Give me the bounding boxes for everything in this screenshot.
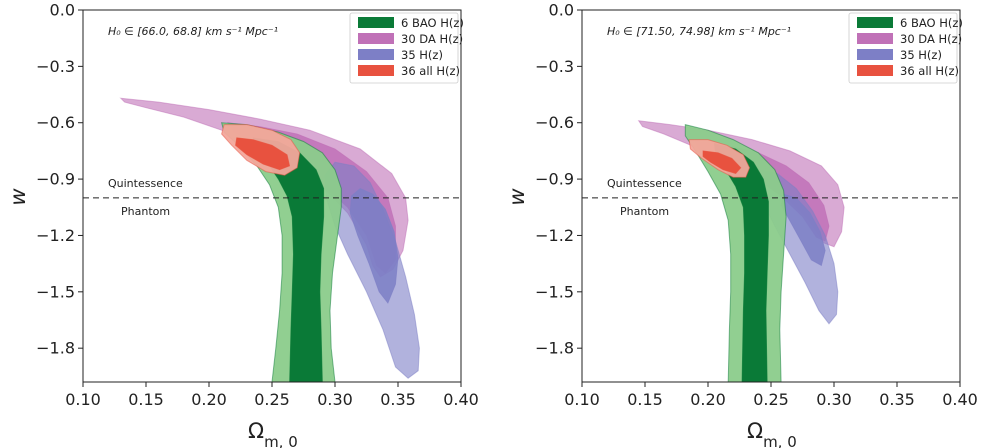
legend-swatch (358, 17, 394, 28)
legend-label: 36 all H(z) (401, 64, 460, 78)
y-tick-label: −0.3 (36, 57, 75, 76)
legend-label: 6 BAO H(z) (900, 16, 963, 30)
region-inner-36-all-h-z (235, 137, 291, 171)
y-tick-label: 0.0 (549, 1, 574, 20)
legend-label: 6 BAO H(z) (401, 16, 464, 30)
y-tick-label: −1.8 (535, 339, 574, 358)
region-inner-6-bao-h-z (252, 137, 325, 382)
x-tick-label: 0.25 (254, 390, 290, 409)
x-axis-label-right: Ωm, 0 (747, 419, 797, 448)
legend-swatch (358, 49, 394, 60)
y-tick-label: −0.3 (535, 57, 574, 76)
quintessence-label-right: Quintessence (607, 177, 682, 190)
region-inner-35-h-z (349, 188, 399, 304)
confidence-regions-left (119, 97, 420, 382)
x-tick-label: 0.40 (443, 390, 479, 409)
y-tick-label: 0.0 (50, 1, 75, 20)
y-tick-label: −1.5 (535, 282, 574, 301)
panel-right: Quintessence Phantom H₀ ∈ [71.50, 74.98]… (505, 1, 978, 448)
y-tick-label: −1.8 (36, 339, 75, 358)
x-tick-label: 0.20 (191, 390, 227, 409)
x-tick-label: 0.10 (564, 390, 600, 409)
legend-label: 30 DA H(z) (401, 32, 463, 46)
legend-label: 36 all H(z) (900, 64, 959, 78)
x-tick-label: 0.15 (128, 390, 164, 409)
phantom-label-left: Phantom (121, 205, 170, 218)
region-inner-6-bao-h-z (713, 142, 769, 382)
y-tick-label: −0.6 (36, 113, 75, 132)
y-ticks-right: 0.0 −0.3 −0.6 −0.9 −1.2 −1.5 −1.8 (535, 1, 582, 358)
x-ticks-left: 0.10 0.15 0.20 0.25 0.30 0.35 0.40 (65, 382, 479, 409)
y-tick-label: −1.2 (535, 226, 574, 245)
legend-swatch (857, 33, 893, 44)
legend-swatch (358, 33, 394, 44)
region-inner-36-all-h-z (702, 150, 742, 174)
legend-swatch (358, 65, 394, 76)
x-tick-label: 0.25 (753, 390, 789, 409)
x-tick-label: 0.30 (816, 390, 852, 409)
x-tick-label: 0.30 (317, 390, 353, 409)
x-tick-label: 0.35 (879, 390, 915, 409)
h0-annotation-right: H₀ ∈ [71.50, 74.98] km s⁻¹ Mpc⁻¹ (607, 25, 791, 38)
legend-label: 35 H(z) (401, 48, 443, 62)
y-tick-label: −0.9 (36, 170, 75, 189)
h0-annotation-left: H₀ ∈ [66.0, 68.8] km s⁻¹ Mpc⁻¹ (108, 25, 278, 38)
x-tick-label: 0.35 (380, 390, 416, 409)
x-tick-label: 0.15 (627, 390, 663, 409)
x-tick-label: 0.10 (65, 390, 101, 409)
legend-swatch (857, 65, 893, 76)
y-tick-label: −1.2 (36, 226, 75, 245)
legend-label: 30 DA H(z) (900, 32, 962, 46)
y-tick-label: −0.9 (535, 170, 574, 189)
x-ticks-right: 0.10 0.15 0.20 0.25 0.30 0.35 0.40 (564, 382, 978, 409)
quintessence-label-left: Quintessence (108, 177, 183, 190)
legend-right: 6 BAO H(z) 30 DA H(z) 35 H(z) 36 all H(z) (848, 12, 963, 84)
x-axis-label-left: Ωm, 0 (248, 419, 298, 448)
legend-left: 6 BAO H(z) 30 DA H(z) 35 H(z) 36 all H(z) (349, 12, 464, 84)
y-axis-label-right: w (505, 188, 529, 206)
x-tick-label: 0.40 (942, 390, 978, 409)
legend-swatch (857, 49, 893, 60)
legend-swatch (857, 17, 893, 28)
y-tick-label: −0.6 (535, 113, 574, 132)
y-axis-label-left: w (6, 188, 30, 206)
x-tick-label: 0.20 (690, 390, 726, 409)
confidence-regions-right (637, 120, 845, 382)
phantom-label-right: Phantom (620, 205, 669, 218)
panel-left: Quintessence Phantom H₀ ∈ [66.0, 68.8] k… (6, 1, 479, 448)
y-ticks-left: 0.0 −0.3 −0.6 −0.9 −1.2 −1.5 −1.8 (36, 1, 83, 358)
legend-label: 35 H(z) (900, 48, 942, 62)
y-tick-label: −1.5 (36, 282, 75, 301)
